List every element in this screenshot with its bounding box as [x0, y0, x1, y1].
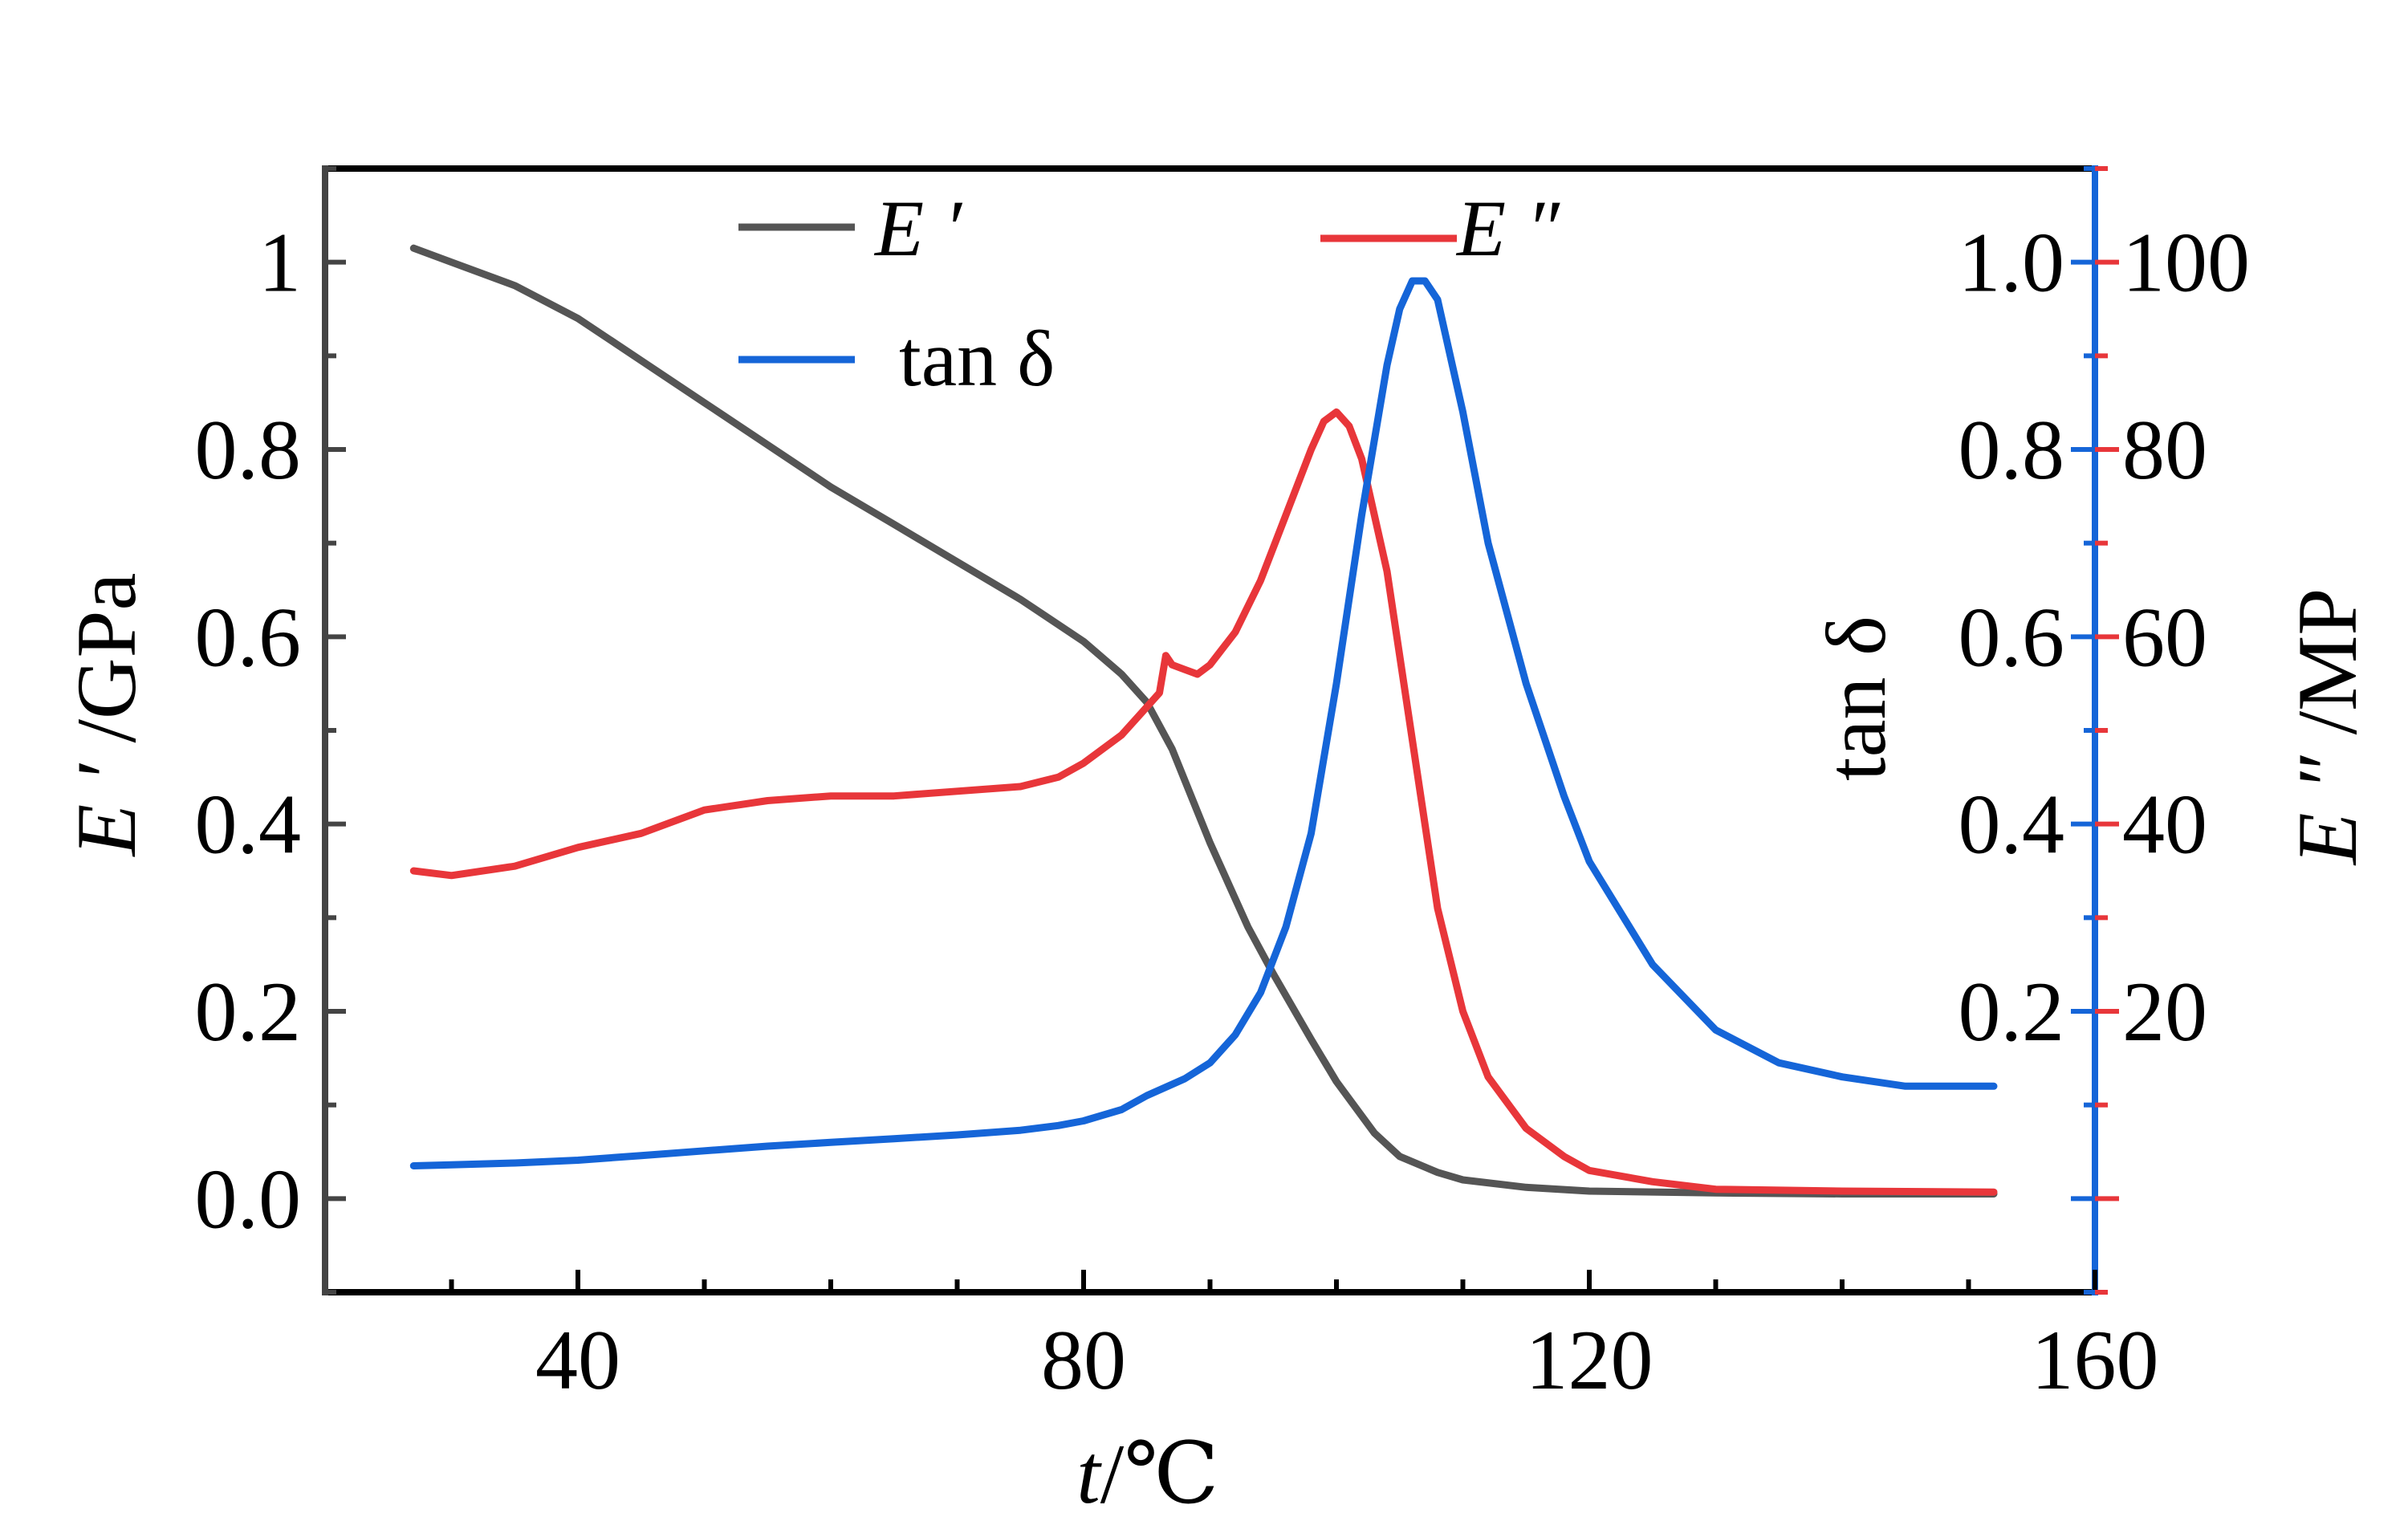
- x-tick-label: 80: [1041, 1313, 1126, 1407]
- y-epp-tick-label: 40: [2122, 778, 2207, 872]
- x-axis-title: t/℃: [1076, 1427, 1218, 1521]
- x-tick-label: 160: [2032, 1313, 2159, 1407]
- y-epp-tick-label: 60: [2122, 590, 2207, 684]
- legend-label-e-dprime: E ″: [1455, 184, 1560, 273]
- y-left-tick-label: 0.2: [195, 965, 302, 1059]
- legend-label-e-prime: E ′: [873, 184, 963, 273]
- y-tan-tick-label: 0.2: [1959, 965, 2065, 1059]
- y-epp-tick-label: 80: [2122, 403, 2207, 497]
- axes-layer: 40 80 120 160 0.0 0.2 0.4 0.6 0.8 1 0.2 0.4 0.6 0.8 1.…: [195, 166, 2250, 1407]
- series-line-E_dprime: [409, 408, 1998, 1196]
- y-tan-tick-label: 0.8: [1959, 403, 2065, 497]
- legend-label-tan-delta: tan δ: [899, 314, 1055, 403]
- x-tick-label: 40: [535, 1313, 620, 1407]
- y-left-tick-label: 1: [258, 216, 301, 310]
- y-left-tick-label: 0.4: [195, 778, 302, 872]
- y-epp-axis-title: E ″ /MP: [2280, 588, 2374, 867]
- series-line-tan_delta: [409, 277, 1998, 1169]
- y-tan-tick-label: 0.6: [1959, 590, 2065, 684]
- y-left-axis-title: E ′ /GPa: [59, 573, 153, 858]
- y-epp-tick-label: 100: [2122, 216, 2250, 310]
- series-line-E_prime: [409, 244, 1998, 1198]
- y-left-tick-label: 0.0: [195, 1152, 302, 1246]
- y-tan-tick-label: 1.0: [1959, 216, 2065, 310]
- y-tan-tick-label: 0.4: [1959, 778, 2065, 872]
- y-tan-axis-title: tan δ: [1809, 616, 1903, 781]
- legend: E ′ E ″ tan δ: [738, 184, 1560, 403]
- x-tick-label: 120: [1526, 1313, 1653, 1407]
- series-layer: [409, 244, 1998, 1198]
- y-left-tick-label: 0.6: [195, 590, 302, 684]
- y-epp-tick-label: 20: [2122, 965, 2207, 1059]
- y-left-tick-label: 0.8: [195, 403, 302, 497]
